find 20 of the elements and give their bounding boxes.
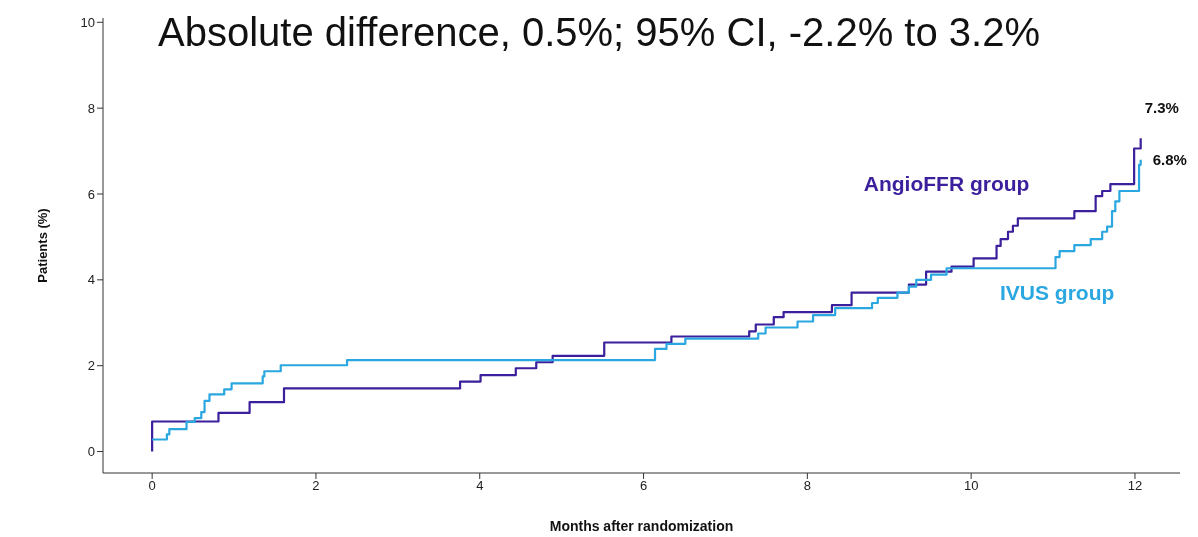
x-tick-label: 0 — [148, 478, 156, 494]
series-label: IVUS group — [999, 281, 1115, 305]
chart-title: Absolute difference, 0.5%; 95% CI, -2.2% to 3.2% — [158, 10, 1040, 54]
annotation: 6.8% — [1152, 150, 1187, 168]
y-tick-label: 10 — [80, 14, 95, 30]
y-tick-label: 2 — [87, 358, 95, 374]
y-axis-title: Patients (%) — [34, 208, 50, 283]
y-tick-label: 4 — [87, 272, 95, 288]
x-tick-label: 8 — [803, 478, 811, 494]
x-axis-title: Months after randomization — [549, 518, 734, 534]
x-tick-label: 12 — [1127, 478, 1143, 494]
y-tick-label: 8 — [87, 100, 95, 116]
annotation: 7.3% — [1144, 99, 1179, 117]
y-tick-label: 0 — [87, 444, 95, 460]
series-label: AngioFFR group — [863, 171, 1030, 195]
x-tick-label: 4 — [476, 478, 484, 494]
x-tick-label: 6 — [639, 478, 648, 494]
y-tick-label: 6 — [87, 186, 95, 202]
x-tick-label: 2 — [312, 478, 320, 494]
x-tick-label: 10 — [963, 478, 979, 494]
